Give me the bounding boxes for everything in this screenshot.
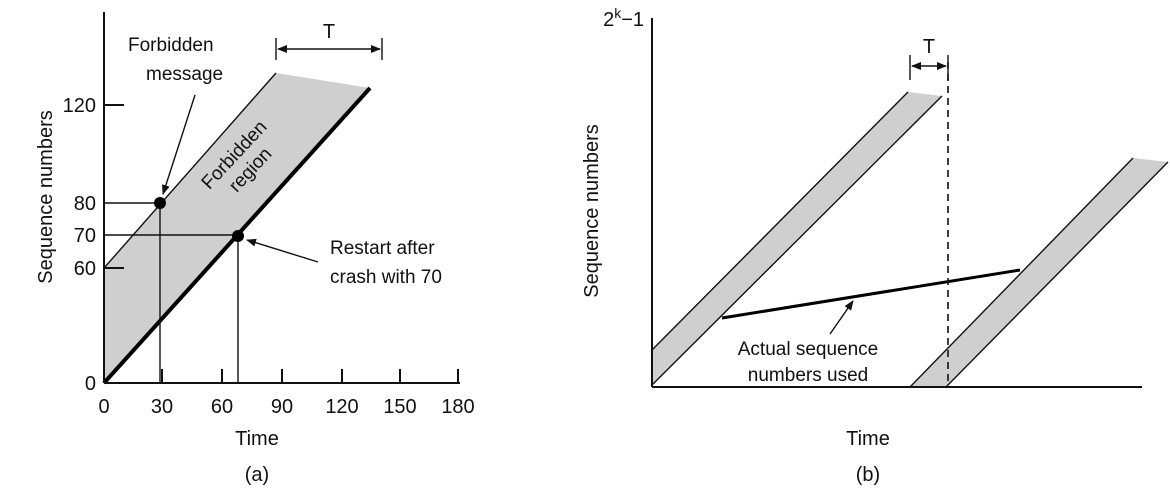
y-tick-label-0: 0 <box>85 373 96 395</box>
x-axis-title-b: Time <box>846 428 890 450</box>
sequence-band-1-lower-edge <box>651 95 943 386</box>
x-tick-label-0: 0 <box>98 396 109 418</box>
x-tick-label-180: 180 <box>441 396 474 418</box>
y-max-tail: −1 <box>621 9 644 31</box>
period-label-b: T <box>923 36 935 58</box>
panel-a: T Forbidden region Forbidden message Res… <box>35 12 475 486</box>
y-axis-title-b: Sequence numbers <box>581 124 603 297</box>
y-tick-label-70: 70 <box>74 225 96 247</box>
y-tick-label-80: 80 <box>74 193 96 215</box>
x-tick-label-90: 90 <box>271 396 293 418</box>
y-tick-label-120: 120 <box>63 95 96 117</box>
sequence-band-1 <box>652 92 942 385</box>
y-tick-label-60: 60 <box>74 258 96 280</box>
restart-point <box>232 230 244 242</box>
caption-b: (b) <box>856 464 880 486</box>
forbidden-message-point <box>154 197 166 209</box>
caption-a: (a) <box>245 464 269 486</box>
forbidden-region-band <box>104 73 370 383</box>
x-tick-label-60: 60 <box>211 396 233 418</box>
restart-label-line2: crash with 70 <box>330 267 442 288</box>
sequence-band-1-upper-edge <box>651 91 909 351</box>
actual-sequence-line <box>721 268 1021 320</box>
x-axis-title-a: Time <box>235 428 279 450</box>
actual-sequence-line2: numbers used <box>748 365 868 386</box>
restart-arrow <box>246 238 319 263</box>
period-label-a: T <box>323 21 335 43</box>
y-max-label: 2k−1 <box>603 5 644 31</box>
x-tick-label-120: 120 <box>325 396 358 418</box>
sequence-band-2-upper-edge <box>909 157 1134 388</box>
sequence-band-2-lower-edge <box>945 161 1169 388</box>
actual-sequence-arrow <box>829 300 854 335</box>
restart-label-line1: Restart after <box>330 238 435 259</box>
actual-sequence-line1: Actual sequence <box>738 339 879 360</box>
forbidden-message-arrow <box>161 94 196 195</box>
forbidden-message-line1: Forbidden <box>128 35 214 56</box>
panel-b: T 2k−1 Actual sequence numbers used Time… <box>581 5 1169 486</box>
y-max-base: 2 <box>603 9 614 31</box>
x-tick-label-30: 30 <box>151 396 173 418</box>
y-axis-title-a: Sequence numbers <box>35 110 57 283</box>
y-max-exponent: k <box>614 5 622 21</box>
forbidden-message-line2: message <box>146 64 223 85</box>
sequence-band-2 <box>910 158 1168 387</box>
x-tick-label-150: 150 <box>383 396 416 418</box>
